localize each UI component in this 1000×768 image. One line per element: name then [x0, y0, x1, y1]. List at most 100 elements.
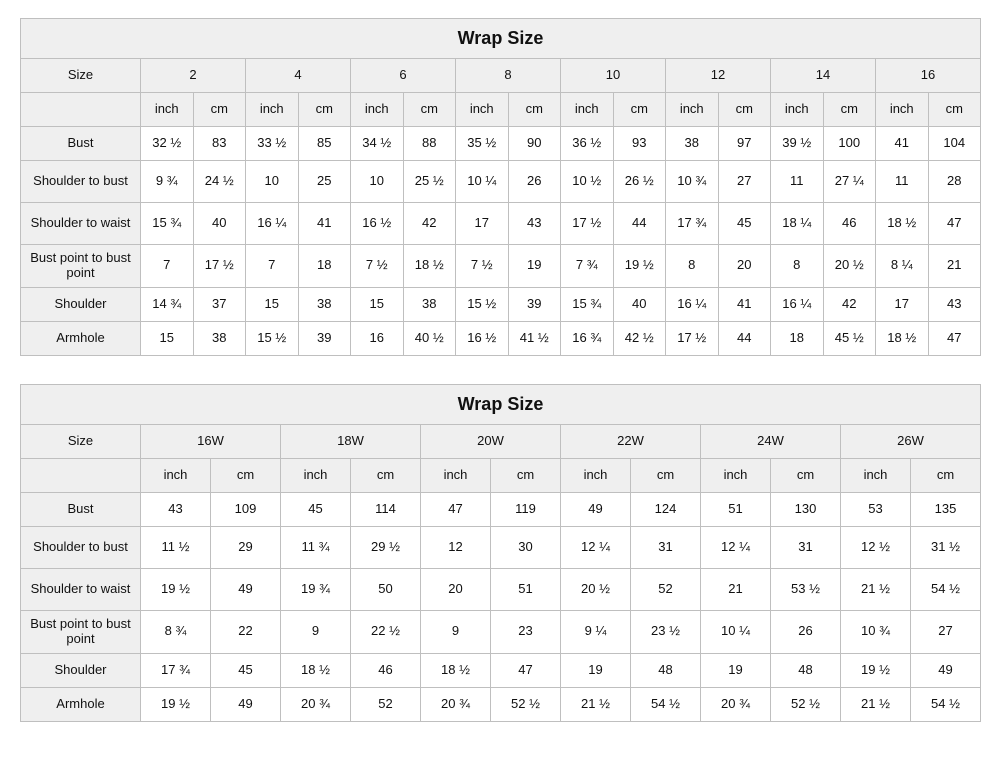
- size-header-label: Size: [21, 59, 141, 93]
- measurement-value: 18: [771, 322, 824, 356]
- measurement-label: Bust: [21, 493, 141, 527]
- measurement-value: 18 ½: [404, 245, 457, 288]
- measurement-value: 44: [719, 322, 772, 356]
- measurement-value: 93: [614, 127, 667, 161]
- measurement-value: 49: [211, 569, 281, 611]
- measurement-value: 16 ¼: [246, 203, 299, 245]
- measurement-value: 52: [631, 569, 701, 611]
- measurement-value: 43: [141, 493, 211, 527]
- measurement-value: 23: [491, 611, 561, 654]
- size-header: 16: [876, 59, 981, 93]
- unit-header: cm: [194, 93, 247, 127]
- measurement-value: 46: [351, 654, 421, 688]
- measurement-value: 32 ½: [141, 127, 194, 161]
- measurement-label: Shoulder: [21, 654, 141, 688]
- measurement-label: Shoulder: [21, 288, 141, 322]
- measurement-value: 119: [491, 493, 561, 527]
- measurement-value: 7: [246, 245, 299, 288]
- unit-header: inch: [771, 93, 824, 127]
- measurement-value: 22 ½: [351, 611, 421, 654]
- measurement-value: 25 ½: [404, 161, 457, 203]
- measurement-value: 19: [509, 245, 562, 288]
- measurement-value: 22: [211, 611, 281, 654]
- measurement-value: 43: [929, 288, 982, 322]
- measurement-value: 18 ¼: [771, 203, 824, 245]
- measurement-value: 44: [614, 203, 667, 245]
- measurement-value: 26: [509, 161, 562, 203]
- measurement-value: 43: [509, 203, 562, 245]
- measurement-value: 130: [771, 493, 841, 527]
- size-chart: Wrap SizeSize16W18W20W22W24W26Winchcminc…: [20, 384, 981, 722]
- chart-title: Wrap Size: [21, 19, 981, 59]
- measurement-value: 31: [771, 527, 841, 569]
- unit-header: cm: [351, 459, 421, 493]
- measurement-value: 31 ½: [911, 527, 981, 569]
- measurement-value: 49: [211, 688, 281, 722]
- unit-header: cm: [614, 93, 667, 127]
- measurement-value: 54 ½: [911, 569, 981, 611]
- unit-header: cm: [824, 93, 877, 127]
- measurement-value: 47: [929, 322, 982, 356]
- measurement-value: 16 ½: [351, 203, 404, 245]
- measurement-value: 52 ½: [771, 688, 841, 722]
- unit-header: inch: [421, 459, 491, 493]
- size-header: 24W: [701, 425, 841, 459]
- measurement-value: 38: [299, 288, 352, 322]
- measurement-value: 9 ¾: [141, 161, 194, 203]
- size-header: 18W: [281, 425, 421, 459]
- measurement-value: 85: [299, 127, 352, 161]
- size-header: 2: [141, 59, 246, 93]
- measurement-value: 20 ¾: [281, 688, 351, 722]
- size-header: 6: [351, 59, 456, 93]
- measurement-value: 17 ½: [194, 245, 247, 288]
- unit-header: inch: [701, 459, 771, 493]
- measurement-value: 27: [911, 611, 981, 654]
- measurement-value: 45 ½: [824, 322, 877, 356]
- size-chart: Wrap SizeSize246810121416inchcminchcminc…: [20, 18, 981, 356]
- measurement-label: Shoulder to waist: [21, 203, 141, 245]
- unit-header: cm: [719, 93, 772, 127]
- unit-header: inch: [666, 93, 719, 127]
- measurement-value: 26: [771, 611, 841, 654]
- measurement-value: 19 ½: [614, 245, 667, 288]
- size-header: 16W: [141, 425, 281, 459]
- measurement-value: 53 ½: [771, 569, 841, 611]
- measurement-value: 41: [876, 127, 929, 161]
- measurement-value: 11 ¾: [281, 527, 351, 569]
- measurement-value: 18 ½: [281, 654, 351, 688]
- measurement-value: 16 ½: [456, 322, 509, 356]
- measurement-value: 11: [876, 161, 929, 203]
- measurement-value: 8 ¼: [876, 245, 929, 288]
- measurement-value: 104: [929, 127, 982, 161]
- measurement-value: 37: [194, 288, 247, 322]
- measurement-value: 16: [351, 322, 404, 356]
- measurement-value: 15 ¾: [141, 203, 194, 245]
- measurement-value: 48: [771, 654, 841, 688]
- measurement-value: 20 ½: [824, 245, 877, 288]
- measurement-value: 15: [141, 322, 194, 356]
- measurement-value: 83: [194, 127, 247, 161]
- measurement-value: 17: [456, 203, 509, 245]
- measurement-value: 12: [421, 527, 491, 569]
- measurement-value: 10 ½: [561, 161, 614, 203]
- measurement-value: 21 ½: [561, 688, 631, 722]
- measurement-value: 17 ½: [666, 322, 719, 356]
- size-header: 14: [771, 59, 876, 93]
- measurement-value: 49: [561, 493, 631, 527]
- measurement-value: 52 ½: [491, 688, 561, 722]
- measurement-value: 19 ½: [141, 688, 211, 722]
- measurement-value: 28: [929, 161, 982, 203]
- measurement-value: 39: [299, 322, 352, 356]
- chart-title: Wrap Size: [21, 385, 981, 425]
- measurement-value: 12 ¼: [701, 527, 771, 569]
- measurement-value: 8: [666, 245, 719, 288]
- measurement-value: 100: [824, 127, 877, 161]
- measurement-value: 29 ½: [351, 527, 421, 569]
- measurement-value: 18 ½: [421, 654, 491, 688]
- unit-header: cm: [491, 459, 561, 493]
- measurement-value: 33 ½: [246, 127, 299, 161]
- unit-header-blank: [21, 93, 141, 127]
- measurement-value: 47: [421, 493, 491, 527]
- measurement-value: 45: [281, 493, 351, 527]
- measurement-value: 97: [719, 127, 772, 161]
